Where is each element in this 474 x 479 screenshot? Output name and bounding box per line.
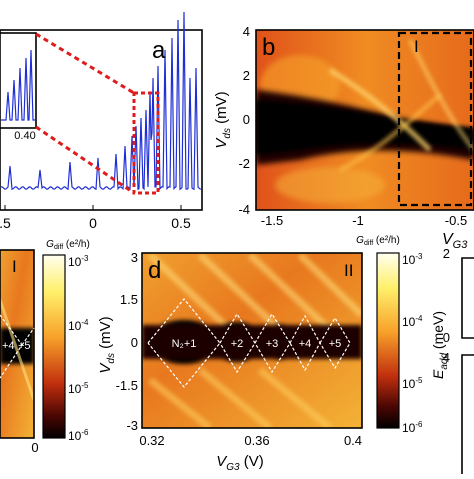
panel-c-colorbar-tick: 10-5: [68, 381, 89, 396]
panel-c-colorbar-tick: 10-3: [68, 254, 89, 269]
panel-b-y-axis: 4 2 0 -2 -4 Vds (mV): [213, 24, 250, 217]
panel-c-diamond-label: +5: [18, 340, 31, 352]
panel-c-diamond-label: +4: [2, 340, 15, 352]
panel-c-colorbar-tick: 10-4: [68, 318, 89, 333]
panel-a-letter: a: [152, 37, 166, 64]
panel-b-x-tick: -1: [352, 213, 364, 228]
panel-c-colorbar-label: Gdiff (e²/h): [46, 239, 90, 251]
panel-c-diamond: [21, 327, 35, 346]
panel-a-x-tick: 0.5: [171, 215, 191, 231]
panel-b-y-tick: -4: [238, 202, 250, 217]
panel-e-y-tick: 4: [443, 350, 450, 365]
panel-d-colorbar-tick: 10-3: [402, 252, 423, 267]
panel-d-diamond-label: +2: [231, 338, 244, 350]
panel-d-x-tick: 0.36: [244, 433, 269, 448]
panel-b-region-box: [397, 31, 473, 207]
panel-c: I +4 +5 0 Gdiff (e²/h) 10-3 10-4 10-5 10…: [0, 239, 90, 455]
panel-d-diamond-label: +5: [329, 338, 342, 350]
panel-c-colorbar: [42, 254, 66, 439]
panel-a-inset-trace: [1, 49, 35, 121]
panel-c-heatmap: [0, 250, 34, 438]
panel-d-y-tick: 1.5: [120, 292, 138, 307]
panel-d: d II N₂+1 +2 +3 +4 +5 3 1.5 0 -1.5 -3 Vd…: [97, 250, 423, 473]
panel-b: I b 4 2 0 -2 -4 Vds (mV) -1.5 -1 -0.5 VG…: [213, 24, 474, 251]
panel-c-region-label: I: [12, 257, 17, 276]
panel-d-region-label: II: [344, 261, 353, 280]
panel-d-frame: [141, 252, 363, 429]
panel-a-zoom-link-bottom: [35, 125, 135, 195]
panel-d-diamond-label: +4: [299, 338, 312, 350]
panel-d-y-axis: 3 1.5 0 -1.5 -3 Vds (mV): [97, 250, 138, 433]
panel-d-colorbar-ticks: 10-3 10-4 10-5 10-6: [402, 252, 423, 435]
panel-d-diamond-label: N₂+1: [172, 338, 197, 350]
panel-d-x-label: VG3 (V): [216, 453, 264, 473]
panel-d-diamond-label: +3: [266, 338, 279, 350]
panel-d-colorbar-tick: 10-5: [402, 376, 423, 391]
panel-d-colorbar-tick: 10-6: [402, 420, 423, 435]
panel-b-colorbar-label: Gdiff (e²/h): [356, 235, 400, 247]
panel-e-y-tick: 0: [443, 330, 450, 345]
panel-b-heatmap: [256, 30, 474, 210]
panel-c-colorbar-tick: 10-6: [68, 428, 89, 443]
panel-d-diamond: [319, 316, 351, 370]
panel-d-y-tick: -1.5: [116, 378, 138, 393]
panel-d-heatmap: [142, 253, 362, 428]
panel-a-x-tick: .5: [0, 215, 11, 231]
panel-a-zoom-link-top: [35, 32, 135, 95]
panel-a-x-tick: 0: [89, 215, 97, 231]
panel-c-frame: [0, 249, 35, 439]
panel-d-letter: d: [148, 257, 161, 284]
panel-e-upper-frame: [461, 257, 474, 339]
panel-b-x-tick: -0.5: [445, 213, 467, 228]
panel-d-y-tick: -3: [126, 418, 138, 433]
panel-b-y-label: Vds (mV): [213, 91, 233, 148]
panel-d-colorbar: [376, 252, 400, 429]
panel-d-y-label: Vds (mV): [97, 316, 117, 373]
panel-d-colorbar-tick: 10-4: [402, 314, 423, 329]
panel-d-y-tick: 3: [131, 250, 138, 265]
panel-b-y-tick: 0: [243, 112, 250, 127]
panel-b-y-tick: -2: [238, 156, 250, 171]
panel-c-colorbar-ticks: 10-3 10-4 10-5 10-6: [68, 254, 89, 443]
panel-d-x-tick: 0.32: [139, 433, 164, 448]
panel-a-inset-tick: 0.40: [14, 130, 35, 142]
panel-e: 2 0 4 Eadd (meV): [430, 246, 474, 474]
panel-d-x-axis: 0.32 0.36 0.4 VG3 (V): [139, 433, 362, 473]
panel-b-x-label: VG3: [442, 231, 468, 251]
panel-d-y-tick: 0: [131, 335, 138, 350]
panel-a-conductance-trace: [0, 11, 202, 191]
panel-a: a 0.40 .5 0 0.5: [0, 11, 203, 231]
panel-d-x-tick: 0.4: [344, 433, 362, 448]
panel-e-y-label: Eadd (meV): [430, 311, 450, 379]
panel-d-diamond: [147, 298, 221, 388]
panel-b-frame: [255, 29, 474, 211]
panel-b-x-tick: -1.5: [261, 213, 283, 228]
panel-c-x-tick: 0: [31, 440, 38, 455]
panel-b-letter: b: [262, 34, 275, 61]
panel-e-y-tick: 2: [443, 246, 450, 261]
panel-b-region-label: I: [414, 37, 419, 56]
panel-a-zoom-box: [132, 91, 160, 195]
panel-b-x-axis: -1.5 -1 -0.5 VG3 Gdiff (e²/h): [261, 213, 468, 251]
panel-b-y-tick: 2: [243, 68, 250, 83]
panel-b-y-tick: 4: [243, 24, 250, 39]
panel-e-lower-frame: [461, 354, 474, 474]
